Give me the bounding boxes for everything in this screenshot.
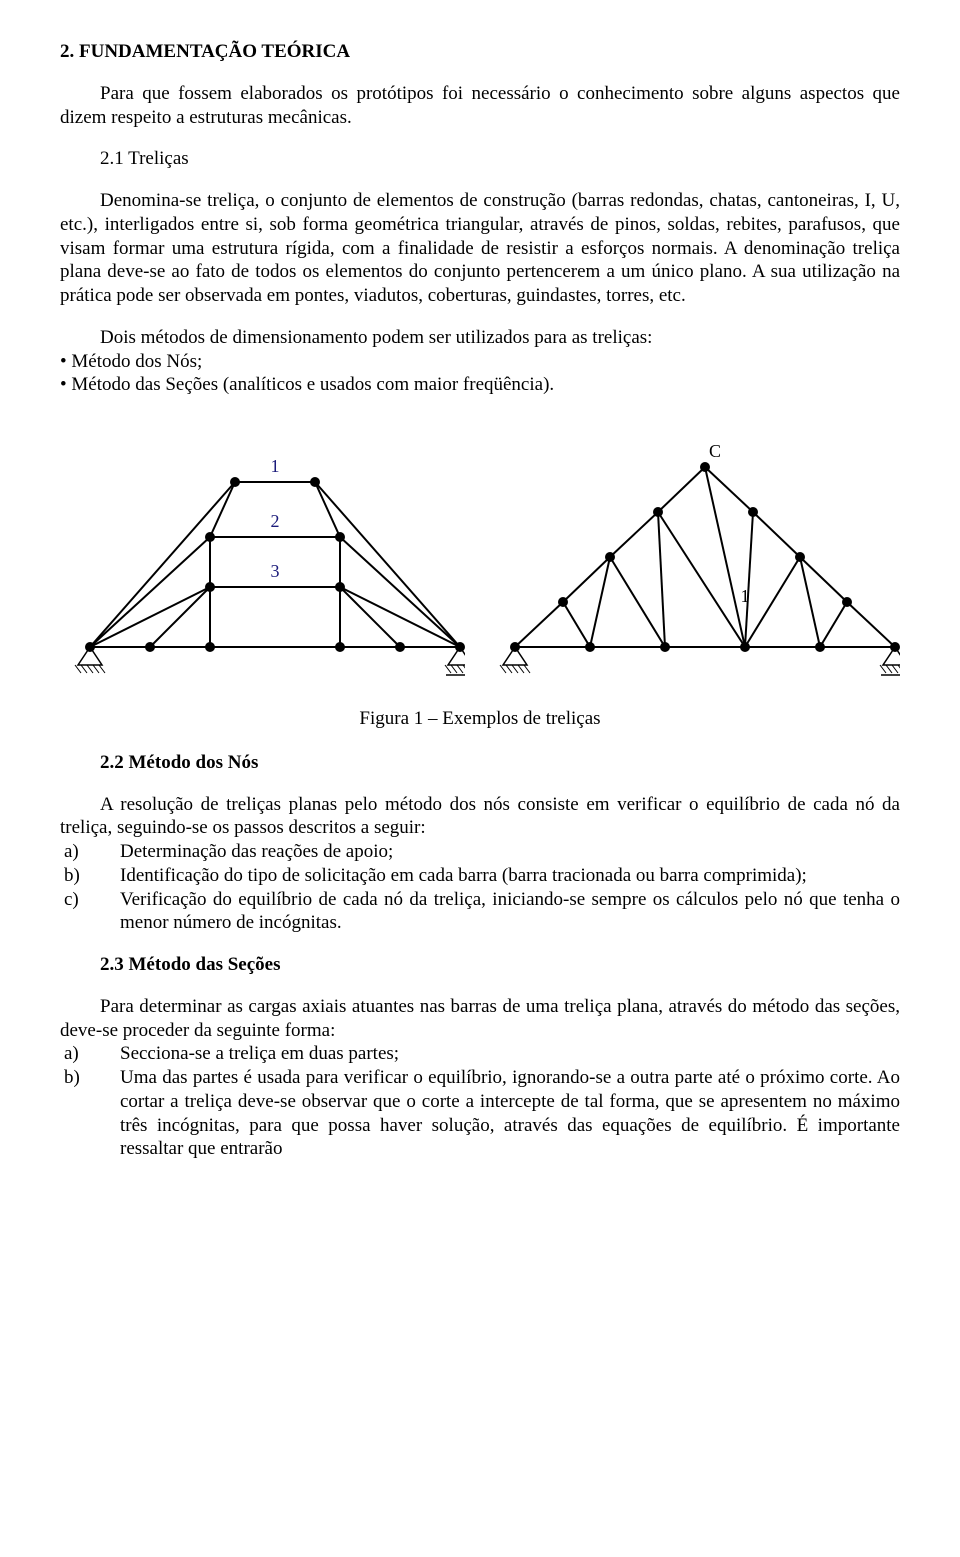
bullet-metodo-nos: • Método dos Nós; xyxy=(60,350,900,374)
bullet-metodo-secoes: • Método das Seções (analíticos e usados… xyxy=(60,373,900,397)
svg-text:1: 1 xyxy=(271,456,280,476)
svg-text:2: 2 xyxy=(271,511,280,531)
list-2-3-a-text: Secciona-se a treliça em duas partes; xyxy=(120,1043,399,1064)
list-2-2-a-marker: a) xyxy=(92,840,120,864)
list-2-3-b-marker: b) xyxy=(92,1066,120,1090)
list-2-2-c-text: Verificação do equilíbrio de cada nó da … xyxy=(120,889,900,934)
truss-diagram-right: C1 xyxy=(495,427,900,687)
list-2-3-a-marker: a) xyxy=(92,1042,120,1066)
list-2-3-a: a)Secciona-se a treliça em duas partes; xyxy=(120,1042,900,1066)
list-2-3-b: b)Uma das partes é usada para verificar … xyxy=(120,1066,900,1161)
svg-text:C: C xyxy=(709,441,721,461)
list-2-2-b: b)Identificação do tipo de solicitação e… xyxy=(120,864,900,888)
list-2-2-c-marker: c) xyxy=(92,888,120,912)
truss-diagram-left: 1 2 3 xyxy=(60,427,465,687)
list-2-2-a-text: Determinação das reações de apoio; xyxy=(120,841,393,862)
section-2-heading: 2. FUNDAMENTAÇÃO TEÓRICA xyxy=(60,40,900,64)
section-2-1-body: Denomina-se treliça, o conjunto de eleme… xyxy=(60,189,900,308)
list-2-2-c: c)Verificação do equilíbrio de cada nó d… xyxy=(120,888,900,936)
svg-text:1: 1 xyxy=(741,586,750,606)
section-2-intro: Para que fossem elaborados os protótipos… xyxy=(60,82,900,130)
section-2-3-intro: Para determinar as cargas axiais atuante… xyxy=(60,995,900,1043)
section-2-2-heading: 2.2 Método dos Nós xyxy=(60,751,900,775)
svg-text:3: 3 xyxy=(271,561,280,581)
section-2-3-heading: 2.3 Método das Seções xyxy=(60,953,900,977)
figure-1-row: 123 C1 xyxy=(60,427,900,687)
list-2-2-a: a)Determinação das reações de apoio; xyxy=(120,840,900,864)
list-2-3-b-text: Uma das partes é usada para verificar o … xyxy=(120,1067,900,1159)
list-2-2-b-marker: b) xyxy=(92,864,120,888)
list-2-2-b-text: Identificação do tipo de solicitação em … xyxy=(120,865,807,886)
figure-1-caption: Figura 1 – Exemplos de treliças xyxy=(60,707,900,731)
section-2-2-intro: A resolução de treliças planas pelo méto… xyxy=(60,793,900,841)
dim-methods-line: Dois métodos de dimensionamento podem se… xyxy=(60,326,900,350)
section-2-1-heading: 2.1 Treliças xyxy=(60,147,900,171)
